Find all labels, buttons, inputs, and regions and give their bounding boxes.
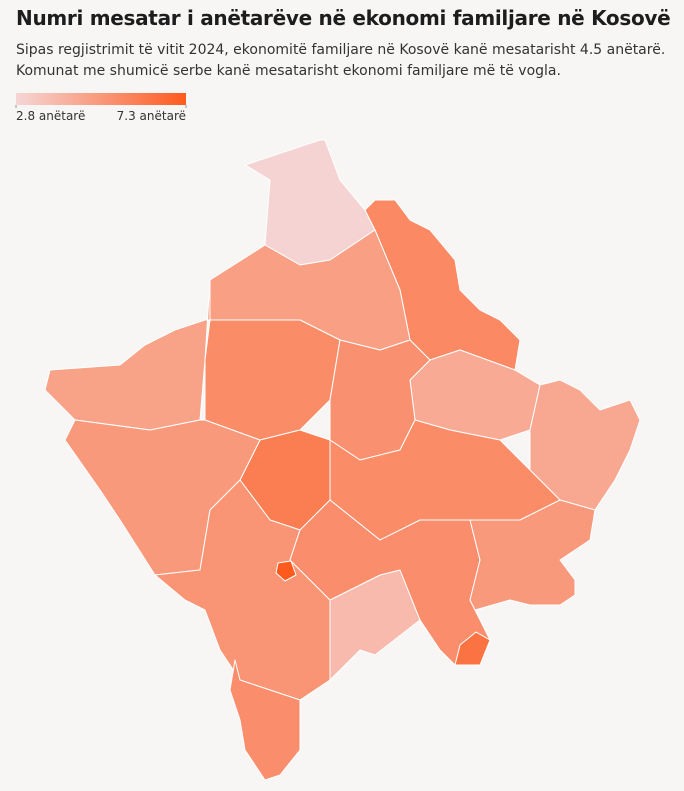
region xyxy=(204,319,341,441)
region xyxy=(454,631,491,666)
title: Numri mesatar i anëtarëve në ekonomi fam… xyxy=(16,6,671,30)
legend-bar xyxy=(16,93,186,105)
region xyxy=(275,560,297,582)
region xyxy=(469,499,596,611)
region xyxy=(229,659,301,781)
subtitle: Sipas regjistrimit të vitit 2024, ekonom… xyxy=(16,42,666,58)
legend-label: 2.8 anëtarë xyxy=(16,109,85,123)
subtitle: Komunat me shumicë serbe kanë mesatarish… xyxy=(16,63,561,79)
region xyxy=(289,499,491,666)
legend-label: 7.3 anëtarë xyxy=(117,109,186,123)
region xyxy=(44,279,211,431)
